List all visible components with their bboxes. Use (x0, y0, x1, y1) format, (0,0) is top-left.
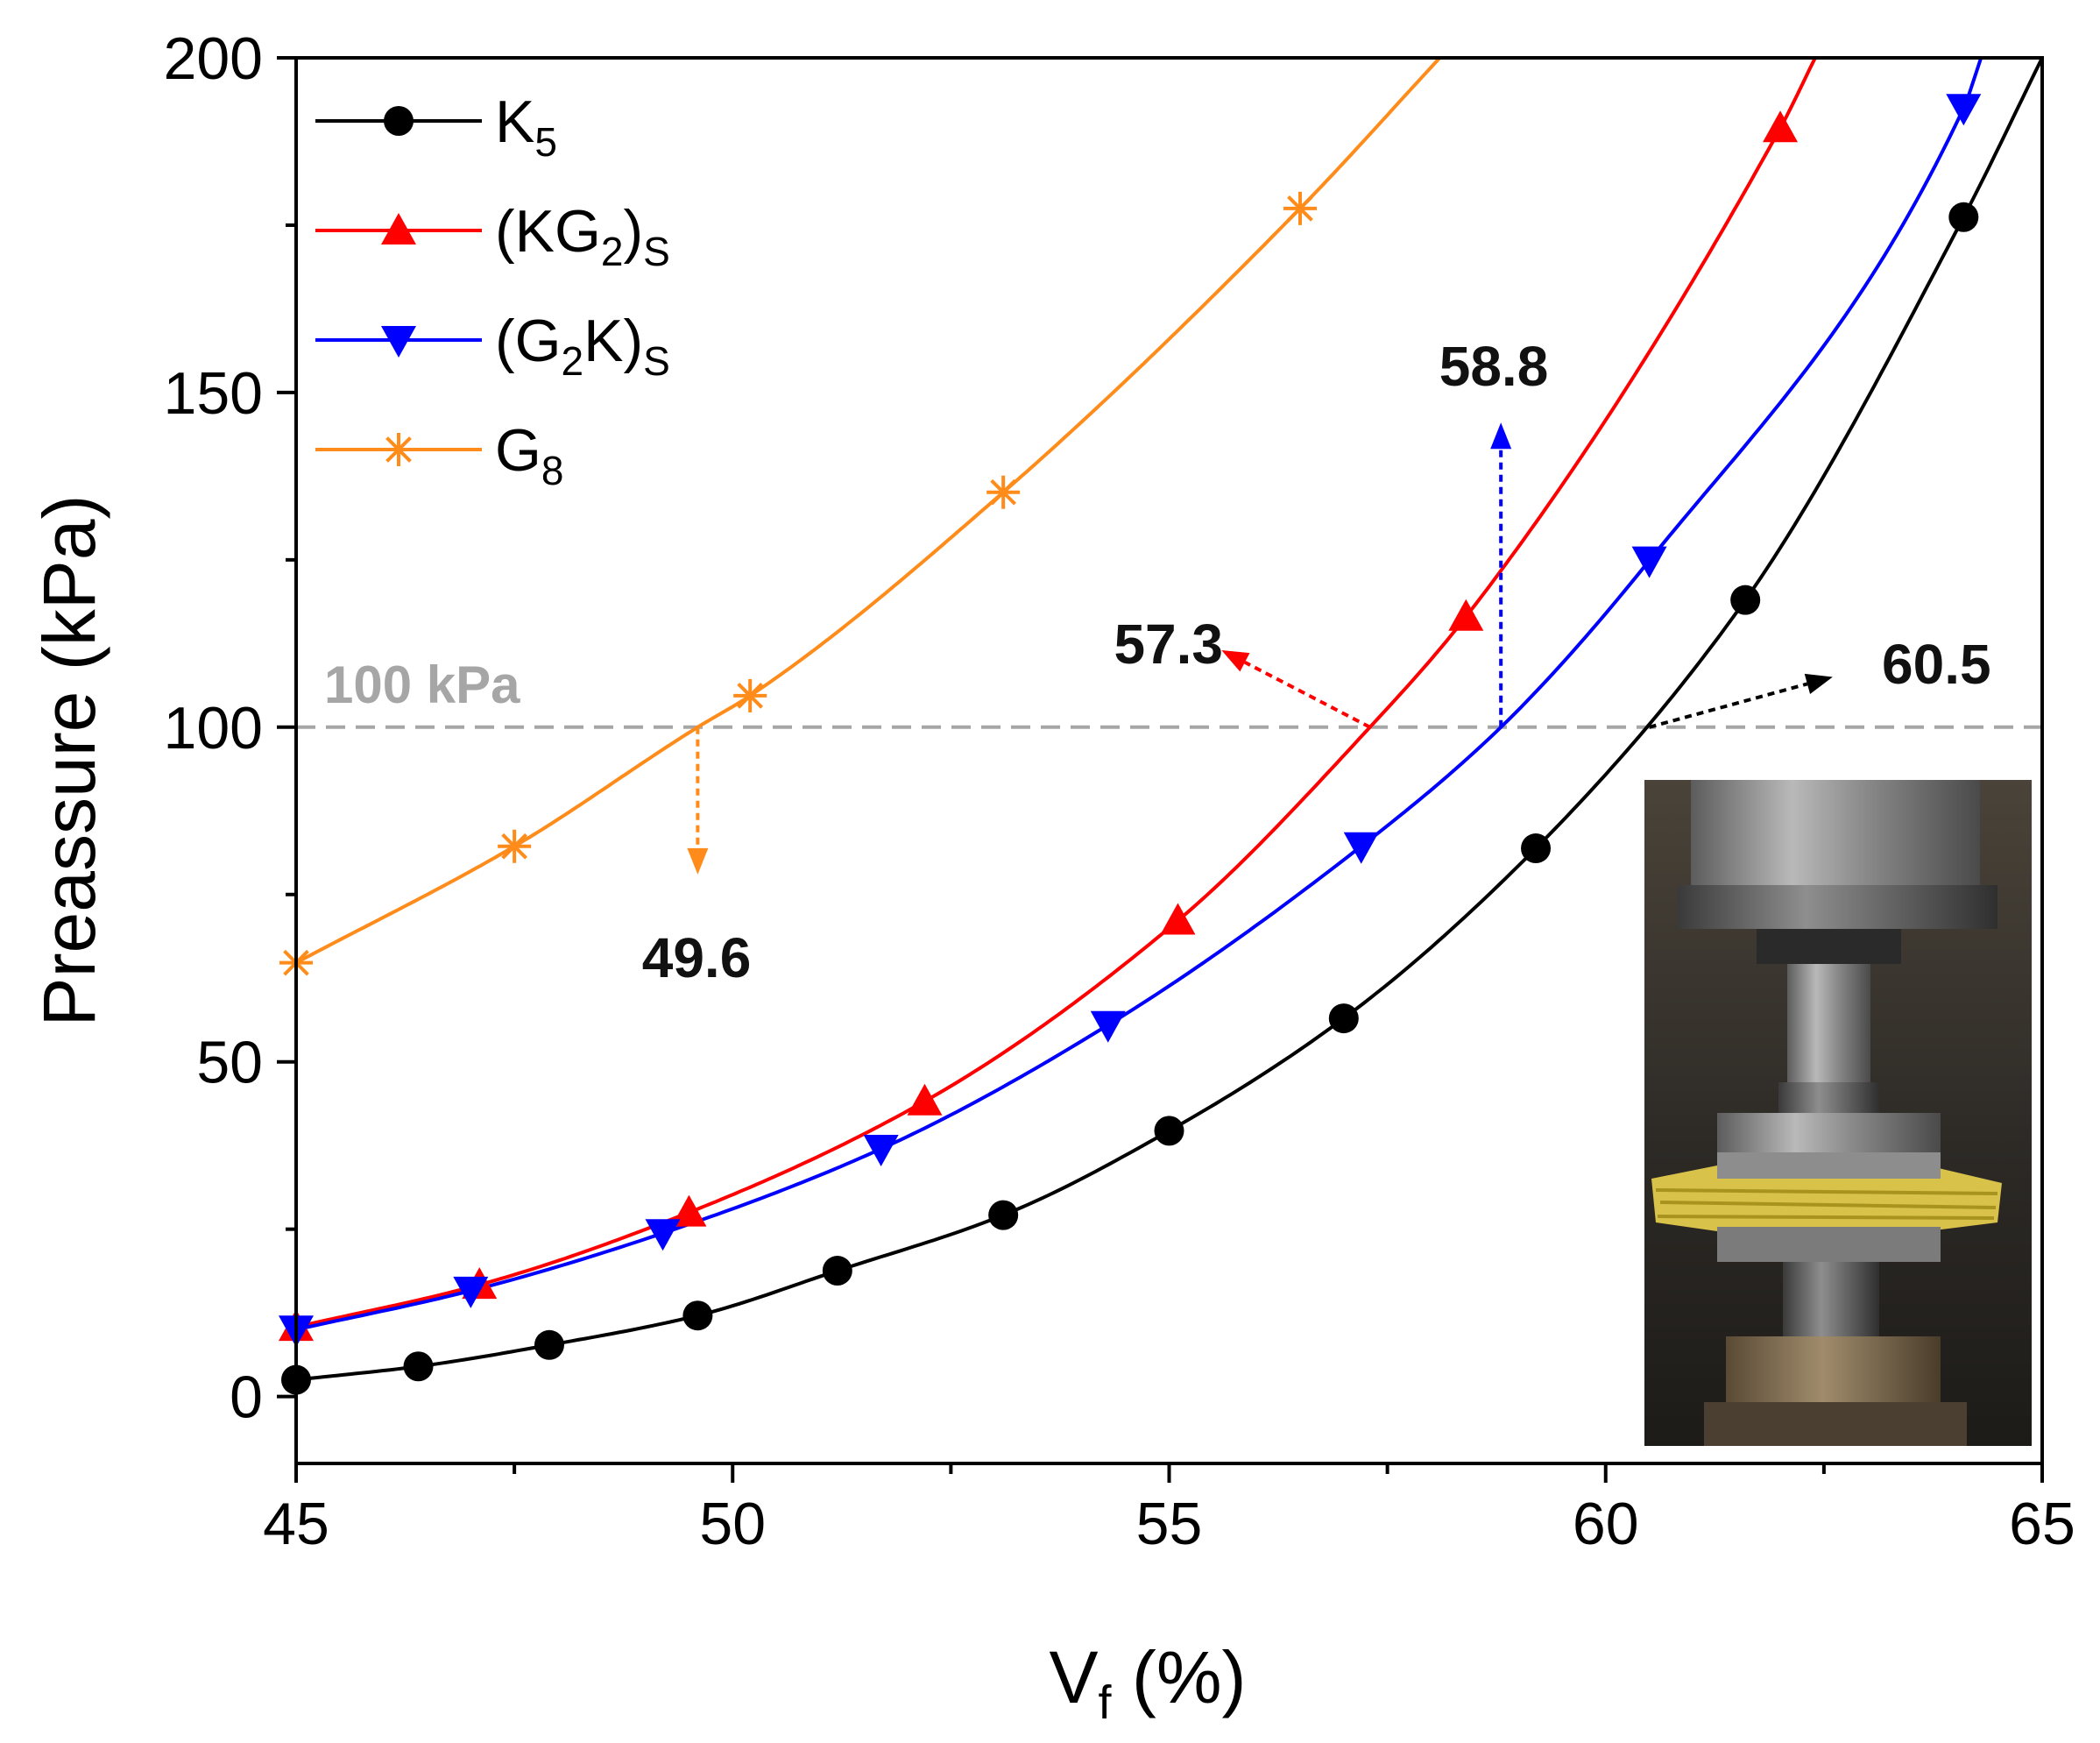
series-2-marker-6 (1631, 546, 1667, 578)
series-0-marker-8 (1521, 833, 1552, 864)
y-tick-label-4: 200 (164, 25, 263, 92)
series-1-marker-4 (1160, 903, 1196, 935)
legend-label-3: G8 (495, 417, 564, 493)
series-1-marker-2 (671, 1194, 707, 1227)
annotation-arrow-1 (1244, 661, 1371, 729)
series-3-marker-4 (1283, 191, 1317, 225)
legend-marker-3 (382, 433, 415, 466)
legend: K5 (KG2)S (G2K)S G8 (315, 89, 670, 493)
series-0-marker-2 (534, 1329, 564, 1360)
series-0-marker-9 (1730, 585, 1761, 615)
annotation-arrowhead-0 (687, 847, 709, 875)
series-3-marker-2 (733, 678, 767, 712)
annotation-label-2: 58.8 (1439, 335, 1549, 398)
series-0-marker-7 (1328, 1003, 1359, 1034)
x-axis-title: Vf (%) (1049, 1636, 1246, 1729)
annotation-arrowhead-3 (1804, 673, 1833, 695)
series-line-1 (296, 58, 1817, 1329)
series-line-3 (296, 58, 1441, 965)
inset-photo (1644, 780, 2032, 1446)
x-tick-label-1: 50 (699, 1491, 766, 1557)
annotation-arrowhead-2 (1490, 422, 1512, 450)
annotation-arrow-3 (1649, 682, 1808, 729)
series-2-marker-7 (1946, 94, 1982, 126)
series-3-marker-1 (498, 829, 532, 863)
y-tick-label-3: 150 (164, 360, 263, 427)
series-line-2 (296, 58, 1983, 1332)
x-tick-label-4: 65 (2009, 1491, 2075, 1557)
series-1-marker-5 (1448, 599, 1484, 631)
series-0-marker-5 (988, 1200, 1019, 1230)
series-2-marker-5 (1343, 832, 1379, 864)
x-tick-label-2: 55 (1136, 1491, 1203, 1557)
series-0-marker-1 (403, 1351, 434, 1382)
series-0-marker-6 (1154, 1116, 1184, 1146)
series-3-marker-3 (986, 475, 1021, 509)
annotation-arrowhead-1 (1221, 649, 1250, 672)
y-tick-label-1: 50 (196, 1030, 263, 1096)
x-tick-label-0: 45 (263, 1491, 329, 1557)
series-0-marker-4 (822, 1256, 852, 1286)
reference-line-label: 100 kPa (324, 655, 520, 714)
x-tick-label-3: 60 (1573, 1491, 1639, 1557)
legend-label-0: K5 (495, 89, 557, 165)
legend-label-1: (KG2)S (495, 198, 670, 274)
series-2-marker-3 (863, 1135, 899, 1167)
y-axis-title: Preassure (kPa) (28, 495, 110, 1027)
legend-marker-1 (381, 213, 416, 244)
legend-marker-0 (384, 106, 414, 136)
series-1-marker-3 (907, 1083, 943, 1116)
annotation-label-3: 60.5 (1882, 633, 1991, 696)
annotation-label-0: 49.6 (642, 926, 752, 989)
series-2-marker-2 (645, 1219, 681, 1251)
series-0-marker-3 (682, 1300, 713, 1331)
legend-marker-2 (381, 326, 416, 358)
y-tick-label-0: 0 (230, 1364, 263, 1431)
series-1-marker-6 (1763, 110, 1799, 143)
series-2-marker-4 (1090, 1010, 1126, 1043)
series-2-marker-1 (453, 1276, 489, 1308)
y-tick-label-2: 100 (164, 695, 263, 762)
annotation-label-1: 57.3 (1114, 613, 1223, 676)
legend-label-2: (G2K)S (495, 308, 670, 384)
series-0-marker-10 (1948, 202, 1979, 232)
